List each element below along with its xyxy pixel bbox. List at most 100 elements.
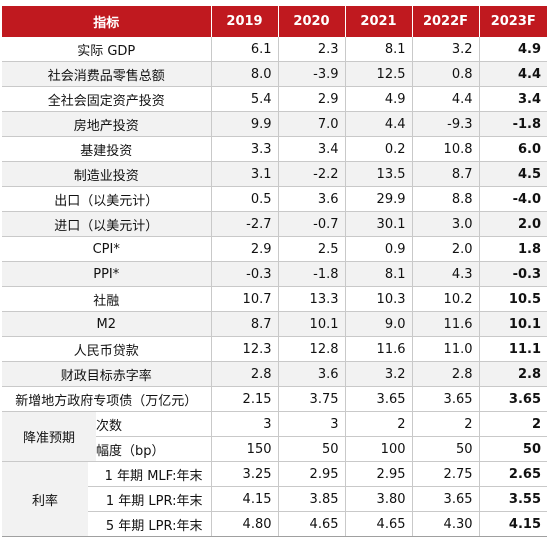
value-cell: 2.5 <box>278 236 346 262</box>
value-cell: -3.9 <box>278 61 346 87</box>
value-cell: 3.6 <box>278 361 346 387</box>
header-row: 指标 2019 2020 2021 2022F 2023F <box>2 6 547 37</box>
value-cell: 2 <box>345 411 413 437</box>
indicator-label: 社融 <box>2 286 212 312</box>
value-cell: 150 <box>211 436 279 462</box>
value-cell: 50 <box>278 436 346 462</box>
value-cell: 4.15 <box>479 511 547 537</box>
value-cell: 8.8 <box>412 186 480 212</box>
value-cell: 2.0 <box>479 211 547 237</box>
value-cell: 3.80 <box>345 486 413 512</box>
group-label-rates: 利率 <box>2 462 88 536</box>
value-cell: 2.75 <box>412 461 480 487</box>
table-row: 新增地方政府专项债（万亿元） 2.15 3.75 3.65 3.65 3.65 <box>2 386 547 412</box>
table-row: 出口（以美元计） 0.5 3.6 29.9 8.8 -4.0 <box>2 186 547 212</box>
table-row: PPI* -0.3 -1.8 8.1 4.3 -0.3 <box>2 261 547 287</box>
group-label-rrr: 降准预期 <box>2 412 96 461</box>
value-cell: 8.1 <box>345 37 413 62</box>
value-cell: 10.2 <box>412 286 480 312</box>
value-cell: 4.15 <box>211 486 279 512</box>
value-cell: -2.2 <box>278 161 346 187</box>
value-cell: 3.65 <box>479 386 547 412</box>
indicator-label: CPI* <box>2 236 212 262</box>
value-cell: 3.65 <box>412 386 480 412</box>
value-cell: -4.0 <box>479 186 547 212</box>
value-cell: 8.7 <box>412 161 480 187</box>
table-row: CPI* 2.9 2.5 0.9 2.0 1.8 <box>2 236 547 262</box>
value-cell: 0.9 <box>345 236 413 262</box>
group-indicator-cell: 次数 降准预期 <box>2 411 212 461</box>
indicator-label: 新增地方政府专项债（万亿元） <box>2 386 212 412</box>
value-cell: 2 <box>412 411 480 437</box>
value-cell: 3.55 <box>479 486 547 512</box>
value-cell: 9.0 <box>345 311 413 337</box>
value-cell: 3 <box>278 411 346 437</box>
value-cell: 2.8 <box>211 361 279 387</box>
value-cell: 8.1 <box>345 261 413 287</box>
indicator-label: 进口（以美元计） <box>2 211 212 237</box>
table-row: 基建投资 3.3 3.4 0.2 10.8 6.0 <box>2 136 547 162</box>
value-cell: 12.3 <box>211 336 279 362</box>
header-cell-indicator: 指标 <box>2 6 212 37</box>
value-cell: 10.7 <box>211 286 279 312</box>
indicator-label: 出口（以美元计） <box>2 186 212 212</box>
header-cell-2020: 2020 <box>278 6 346 37</box>
value-cell: 2 <box>479 411 547 437</box>
indicator-label: 实际 GDP <box>2 37 212 62</box>
value-cell: 12.5 <box>345 61 413 87</box>
value-cell: 0.2 <box>345 136 413 162</box>
value-cell: 2.15 <box>211 386 279 412</box>
sub-indicator-label: 1 年期 LPR:年末 <box>105 493 203 509</box>
indicator-label: 财政目标赤字率 <box>2 361 212 387</box>
indicator-label: 房地产投资 <box>2 111 212 137</box>
value-cell: 13.3 <box>278 286 346 312</box>
value-cell: 3.0 <box>412 211 480 237</box>
table-row: 财政目标赤字率 2.8 3.6 3.2 2.8 2.8 <box>2 361 547 387</box>
value-cell: 3.3 <box>211 136 279 162</box>
value-cell: -1.8 <box>278 261 346 287</box>
value-cell: 2.9 <box>211 236 279 262</box>
group-indicator-cell: 1 年期 MLF:年末 利率 <box>2 461 212 536</box>
sub-indicator-label: 1 年期 MLF:年末 <box>104 468 203 484</box>
value-cell: 4.4 <box>345 111 413 137</box>
value-cell: -0.3 <box>479 261 547 287</box>
value-cell: 2.0 <box>412 236 480 262</box>
value-cell: 11.1 <box>479 336 547 362</box>
value-cell: 30.1 <box>345 211 413 237</box>
value-cell: 4.80 <box>211 511 279 537</box>
header-cell-2022f: 2022F <box>412 6 480 37</box>
value-cell: 50 <box>412 436 480 462</box>
table-row: 1 年期 MLF:年末 利率 3.25 2.95 2.95 2.75 2.65 <box>2 461 547 536</box>
value-cell: 11.0 <box>412 336 480 362</box>
value-cell: 7.0 <box>278 111 346 137</box>
table-row: M2 8.7 10.1 9.0 11.6 10.1 <box>2 311 547 337</box>
value-cell: 3.4 <box>479 86 547 112</box>
table-row: 房地产投资 9.9 7.0 4.4 -9.3 -1.8 <box>2 111 547 137</box>
indicator-label: 社会消费品零售总额 <box>2 61 212 87</box>
value-cell: 3.4 <box>278 136 346 162</box>
value-cell: 0.8 <box>412 61 480 87</box>
value-cell: 4.5 <box>479 161 547 187</box>
value-cell: -0.3 <box>211 261 279 287</box>
value-cell: 10.1 <box>278 311 346 337</box>
value-cell: 2.8 <box>479 361 547 387</box>
value-cell: 4.9 <box>479 37 547 62</box>
indicator-label: M2 <box>2 311 212 337</box>
value-cell: 3.2 <box>412 37 480 62</box>
value-cell: 2.95 <box>345 461 413 487</box>
indicator-label: 制造业投资 <box>2 161 212 187</box>
value-cell: 5.4 <box>211 86 279 112</box>
value-cell: -2.7 <box>211 211 279 237</box>
value-cell: 9.9 <box>211 111 279 137</box>
table-row: 全社会固定资产投资 5.4 2.9 4.9 4.4 3.4 <box>2 86 547 112</box>
value-cell: 10.3 <box>345 286 413 312</box>
value-cell: 3.65 <box>345 386 413 412</box>
value-cell: 0.5 <box>211 186 279 212</box>
value-cell: 4.3 <box>412 261 480 287</box>
value-cell: 6.1 <box>211 37 279 62</box>
value-cell: 2.8 <box>412 361 480 387</box>
value-cell: 8.7 <box>211 311 279 337</box>
value-cell: 3.85 <box>278 486 346 512</box>
value-cell: -1.8 <box>479 111 547 137</box>
value-cell: 2.3 <box>278 37 346 62</box>
